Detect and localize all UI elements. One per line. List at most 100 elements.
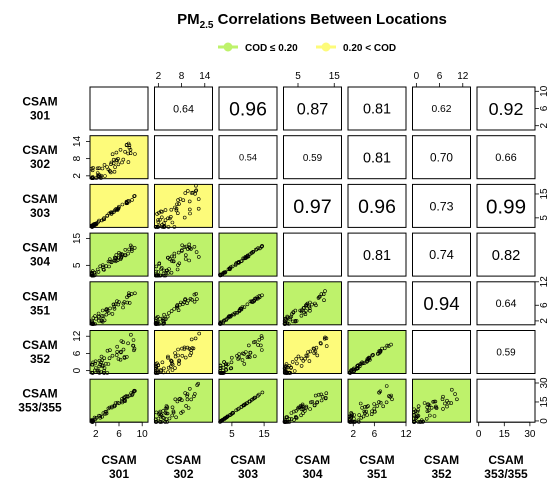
data-point xyxy=(97,318,101,323)
correlation-label: 0.92 xyxy=(489,99,524,119)
data-point xyxy=(260,390,265,395)
data-point xyxy=(285,371,290,375)
data-point xyxy=(158,316,162,321)
data-point xyxy=(257,295,262,300)
data-point xyxy=(424,416,429,421)
data-point xyxy=(100,218,104,223)
data-point xyxy=(229,366,234,370)
data-point xyxy=(107,211,112,216)
panel-box xyxy=(154,330,213,374)
panel-box xyxy=(476,232,536,277)
data-point xyxy=(313,393,318,398)
data-point xyxy=(172,225,177,229)
data-point xyxy=(415,414,420,419)
data-point xyxy=(113,165,117,169)
data-point xyxy=(308,400,313,405)
data-point xyxy=(181,409,185,414)
data-point xyxy=(288,317,292,322)
panel-box xyxy=(347,86,407,131)
data-point xyxy=(188,207,192,212)
correlation-label: 0.73 xyxy=(429,199,453,213)
data-point xyxy=(418,420,422,424)
data-point xyxy=(103,174,107,178)
data-point xyxy=(238,308,242,313)
data-point xyxy=(153,364,158,368)
data-point xyxy=(257,337,262,342)
data-point xyxy=(299,364,304,368)
tick-label: 2 xyxy=(539,318,550,324)
data-point xyxy=(182,245,187,249)
data-point xyxy=(219,272,223,277)
data-point xyxy=(238,306,243,311)
data-point xyxy=(315,400,319,405)
data-point xyxy=(245,254,249,259)
data-point xyxy=(171,409,176,414)
data-point xyxy=(195,297,199,301)
data-point xyxy=(162,366,166,371)
data-point xyxy=(175,202,179,207)
data-point xyxy=(415,409,420,414)
data-point xyxy=(156,370,160,374)
data-point xyxy=(154,269,158,274)
data-point xyxy=(102,368,106,373)
data-point xyxy=(119,255,123,260)
data-point xyxy=(189,247,193,251)
data-point xyxy=(193,336,198,341)
data-point xyxy=(324,391,329,396)
data-point xyxy=(434,405,438,410)
tick-label: 15 xyxy=(72,232,83,244)
tick-label: 2 xyxy=(93,429,99,440)
panel-box xyxy=(412,86,471,131)
data-point xyxy=(289,417,294,421)
panel-box xyxy=(154,86,213,131)
data-point xyxy=(90,322,94,326)
data-point xyxy=(131,343,135,348)
panel-box xyxy=(347,183,407,228)
tick-label: 10 xyxy=(137,429,149,440)
row-label-line2: 351 xyxy=(30,303,50,317)
data-point xyxy=(123,253,128,258)
data-point xyxy=(123,150,127,154)
data-point xyxy=(189,191,194,195)
data-point xyxy=(441,394,445,399)
data-point xyxy=(242,352,246,356)
panel-1-6: 0.66 xyxy=(476,135,536,180)
panel-5-3 xyxy=(282,330,342,375)
tick-label: 6 xyxy=(539,105,550,111)
data-point xyxy=(317,294,322,299)
data-point xyxy=(112,258,117,263)
correlation-label: 0.74 xyxy=(429,248,454,262)
data-point xyxy=(119,339,124,343)
data-point xyxy=(130,392,135,396)
data-point xyxy=(108,306,112,311)
data-point xyxy=(352,416,356,421)
data-point xyxy=(132,348,136,353)
data-point xyxy=(317,295,322,299)
data-point xyxy=(123,253,127,257)
data-point xyxy=(347,414,352,419)
data-point xyxy=(287,420,292,424)
data-point xyxy=(310,399,315,404)
panel-3-0 xyxy=(89,232,149,278)
data-point xyxy=(356,418,361,423)
data-point xyxy=(250,397,255,402)
data-point xyxy=(298,308,303,313)
data-point xyxy=(172,307,176,311)
data-point xyxy=(92,270,96,275)
data-point xyxy=(305,301,310,306)
data-point xyxy=(348,371,352,375)
data-point xyxy=(105,348,110,353)
data-point xyxy=(292,369,297,373)
data-point xyxy=(221,365,226,370)
data-point xyxy=(377,400,381,404)
data-point xyxy=(156,218,160,222)
column-label-line2: 353/355 xyxy=(484,467,528,481)
data-point xyxy=(154,264,159,269)
data-point xyxy=(161,370,166,375)
data-point xyxy=(283,368,287,373)
data-point xyxy=(283,367,287,372)
data-point xyxy=(164,417,169,422)
matrix-panels: 0.64 0.96 0.87 0.81 0.62 0.92 0.54 0.59 0.81 0.70… xyxy=(18,71,550,481)
data-point xyxy=(122,356,127,360)
data-point xyxy=(169,259,174,263)
